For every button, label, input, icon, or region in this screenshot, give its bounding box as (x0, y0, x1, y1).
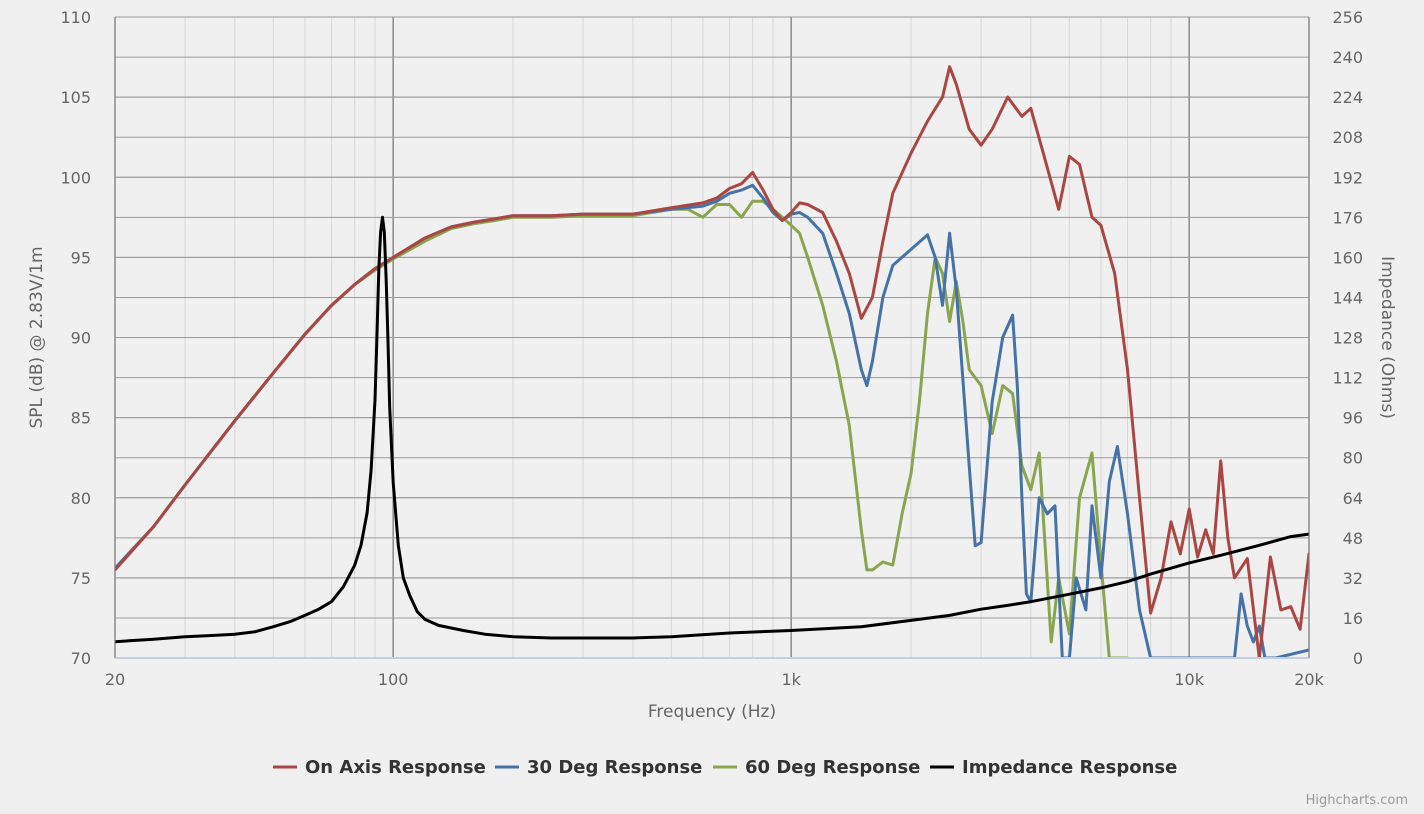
left-y-tick-label: 70 (71, 649, 91, 668)
x-tick-label: 10k (1174, 670, 1204, 689)
right-y-tick-label: 80 (1343, 449, 1363, 468)
left-y-axis-title: SPL (dB) @ 2.83V/1m (27, 246, 47, 428)
left-y-tick-label: 75 (71, 569, 91, 588)
left-y-tick-label: 100 (60, 168, 91, 187)
right-y-tick-label: 224 (1332, 88, 1363, 107)
left-y-tick-label: 90 (71, 329, 91, 348)
legend-item-30-deg-response[interactable]: 30 Deg Response (495, 757, 702, 778)
legend-label: 60 Deg Response (745, 757, 920, 778)
left-y-axis-ticks: 70 75 80 85 90 95 100 105 110 (60, 8, 91, 668)
right-y-tick-label: 112 (1332, 369, 1363, 388)
legend-label: On Axis Response (305, 757, 486, 778)
legend-item-60-deg-response[interactable]: 60 Deg Response (713, 757, 920, 778)
right-y-tick-label: 144 (1332, 288, 1363, 307)
right-y-tick-label: 32 (1343, 569, 1363, 588)
legend-label: 30 Deg Response (527, 757, 702, 778)
right-y-tick-label: 48 (1343, 529, 1363, 548)
left-y-tick-label: 110 (60, 8, 91, 27)
right-y-tick-label: 0 (1353, 649, 1363, 668)
legend: On Axis Response 30 Deg Response 60 Deg Re… (273, 757, 1177, 778)
legend-label: Impedance Response (962, 757, 1177, 778)
series-line-on-axis-response (115, 65, 1309, 658)
right-y-axis-ticks: 0 16 32 48 64 80 96 112 128 144 160 176 192 208 224 240… (1332, 8, 1363, 668)
right-y-tick-label: 96 (1343, 409, 1363, 428)
series-line-impedance-response (115, 215, 1309, 644)
series-layer (115, 65, 1309, 658)
right-y-tick-label: 240 (1332, 48, 1363, 67)
legend-item-on-axis-response[interactable]: On Axis Response (273, 757, 486, 778)
x-tick-label: 20 (105, 670, 125, 689)
x-tick-label: 20k (1294, 670, 1324, 689)
x-axis-ticks: 20 100 1k 10k 20k (105, 670, 1325, 689)
right-y-tick-label: 128 (1332, 329, 1363, 348)
right-y-tick-label: 208 (1332, 128, 1363, 147)
right-y-axis-title: Impedance (Ohms) (1377, 256, 1397, 419)
left-y-tick-label: 105 (60, 88, 91, 107)
x-tick-label: 1k (781, 670, 801, 689)
right-y-tick-label: 176 (1332, 208, 1363, 227)
left-y-tick-label: 85 (71, 409, 91, 428)
right-y-tick-label: 192 (1332, 168, 1363, 187)
x-tick-label: 100 (378, 670, 409, 689)
left-y-tick-label: 80 (71, 489, 91, 508)
credits-link[interactable]: Highcharts.com (1306, 793, 1408, 808)
left-y-tick-label: 95 (71, 248, 91, 267)
plot-frame (114, 17, 1310, 659)
x-axis-title: Frequency (Hz) (648, 702, 776, 722)
right-y-tick-label: 256 (1332, 8, 1363, 27)
right-y-tick-label: 16 (1343, 609, 1363, 628)
legend-item-impedance-response[interactable]: Impedance Response (930, 757, 1177, 778)
series-line-60-deg-response (115, 199, 1129, 658)
right-y-tick-label: 160 (1332, 248, 1363, 267)
right-y-tick-label: 64 (1343, 489, 1363, 508)
